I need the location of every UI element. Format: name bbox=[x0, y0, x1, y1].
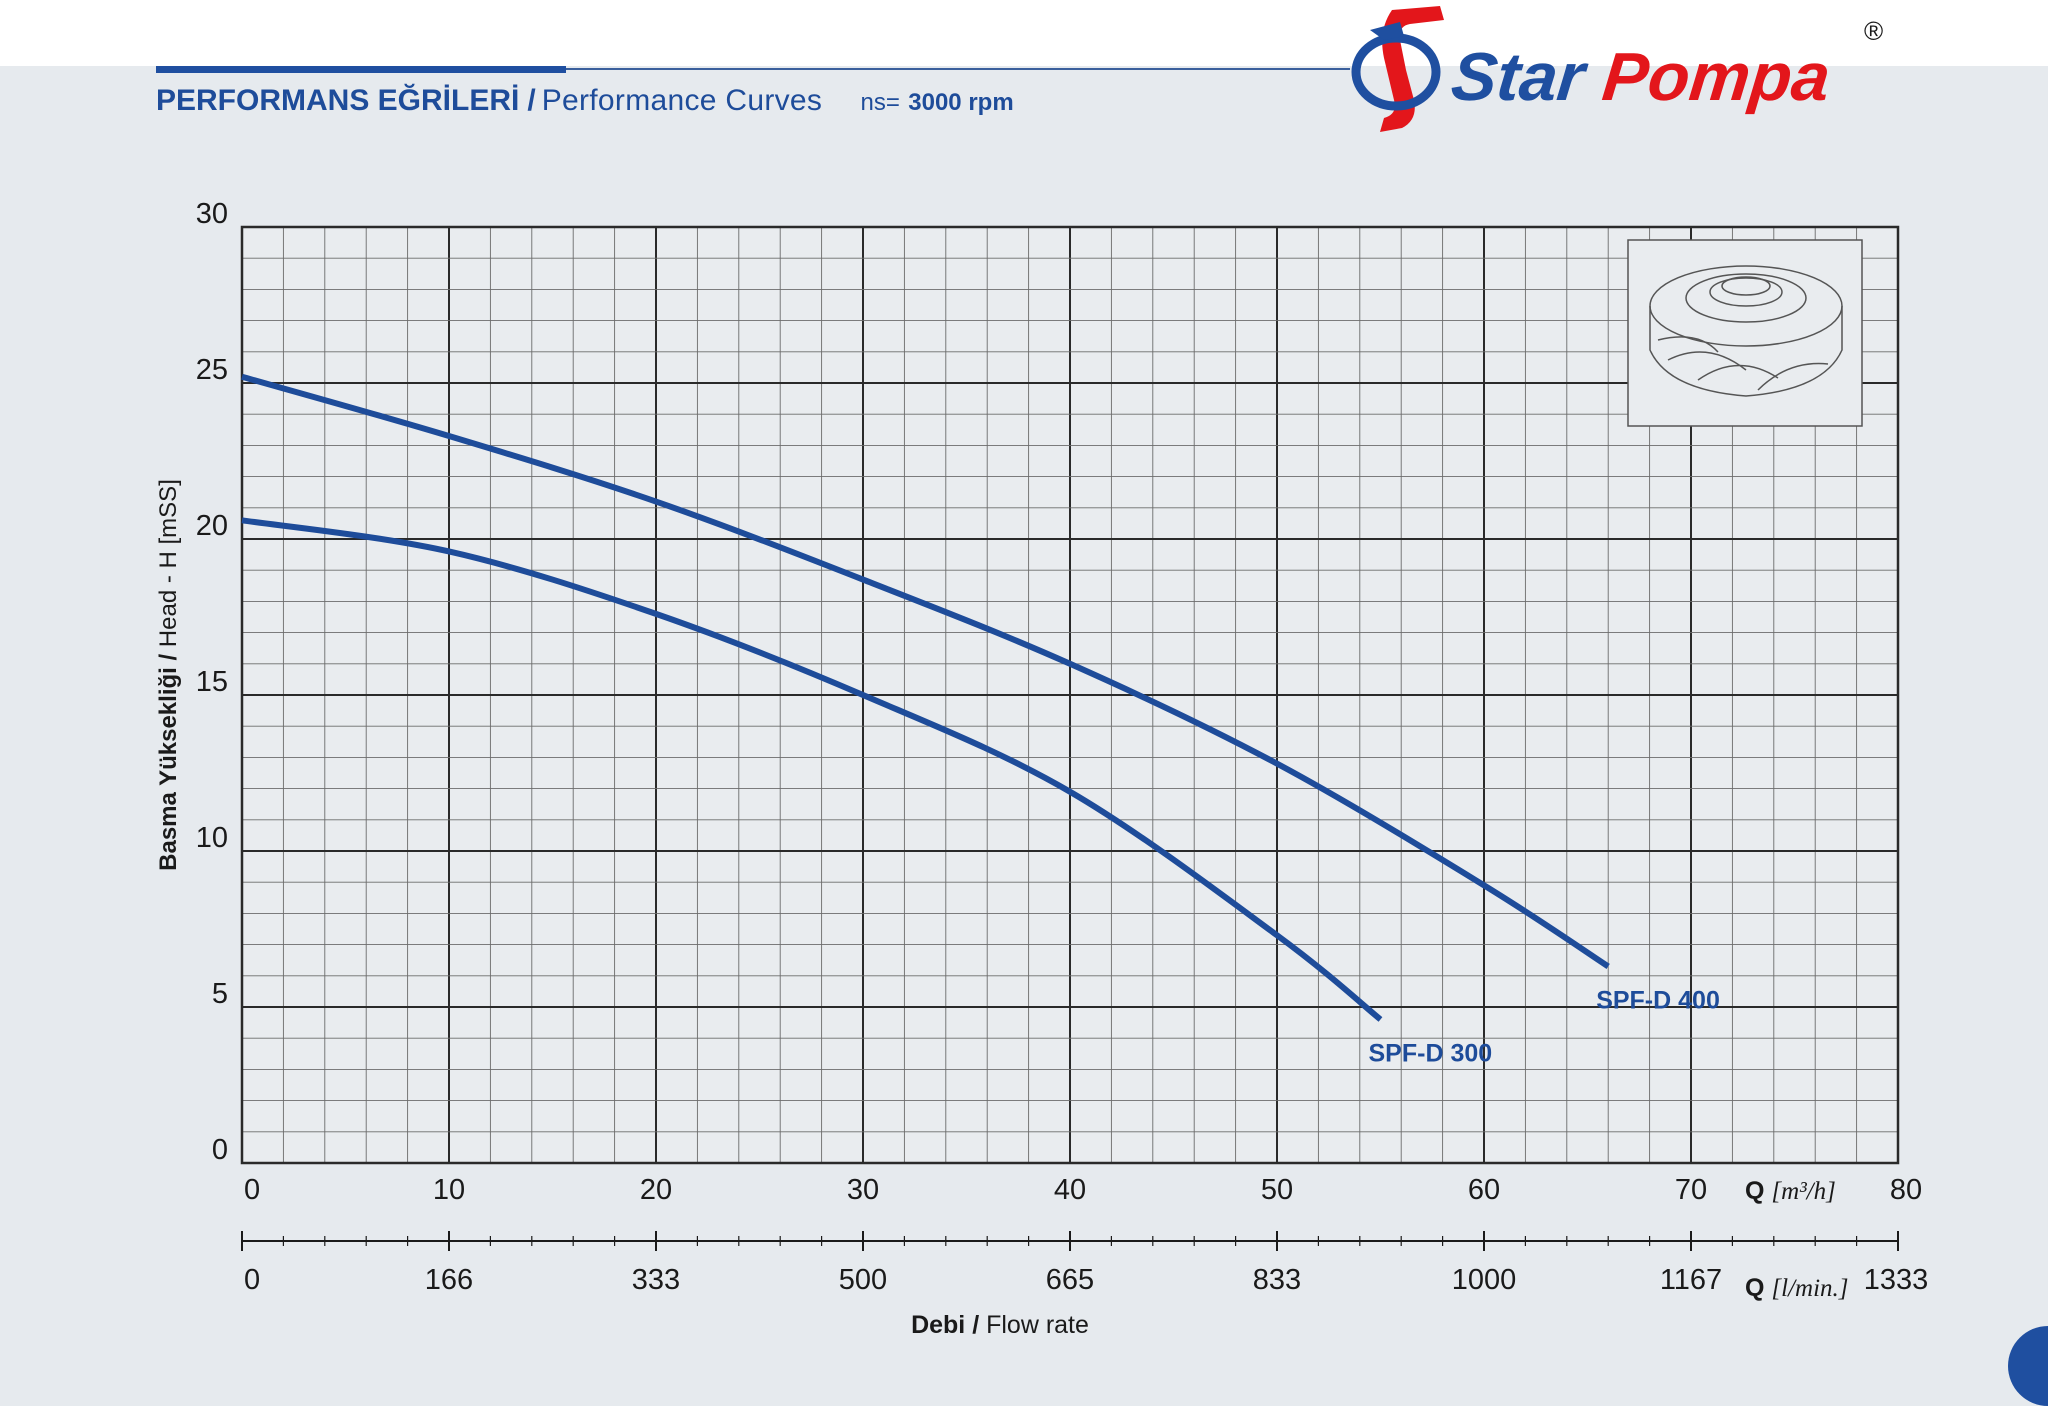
x-tick-label: 10 bbox=[433, 1174, 465, 1206]
x2-tick-label: 665 bbox=[1046, 1264, 1094, 1296]
title-turkish: PERFORMANS EĞRİLERİ bbox=[156, 84, 520, 117]
series-line-spf-d-300 bbox=[241, 517, 1383, 1022]
star-pompa-logo: Star Pompa ® bbox=[1351, 6, 1883, 132]
logo-wordmark: Star Pompa bbox=[1448, 39, 1834, 115]
x-axis-title: Debi / Flow rate bbox=[911, 1311, 1089, 1339]
x2-tick-label: 1333 bbox=[1864, 1264, 1929, 1296]
x-tick-label: 20 bbox=[640, 1174, 672, 1206]
x-tick-label: 40 bbox=[1054, 1174, 1086, 1206]
x2-tick-label: 1000 bbox=[1452, 1264, 1517, 1296]
series-label: SPF-D 300 bbox=[1369, 1039, 1493, 1067]
series-line-spf-d-400 bbox=[241, 373, 1610, 969]
x-tick-label: 80 bbox=[1890, 1174, 1922, 1206]
series-label: SPF-D 400 bbox=[1596, 986, 1720, 1014]
header-band bbox=[0, 0, 2048, 66]
speed-value: 3000 rpm bbox=[908, 89, 1014, 116]
x2-tick-label: 1167 bbox=[1660, 1264, 1722, 1296]
impeller-image bbox=[1627, 239, 1863, 427]
y-tick-label: 10 bbox=[196, 822, 228, 854]
x-tick-label: 60 bbox=[1468, 1174, 1500, 1206]
x-tick-label: 0 bbox=[244, 1174, 260, 1206]
x2-tick-label: 500 bbox=[839, 1264, 887, 1296]
title-separator: / bbox=[527, 84, 536, 117]
logo-s-icon bbox=[1351, 6, 1444, 132]
y-tick-label: 5 bbox=[212, 978, 228, 1010]
title-accent-line bbox=[156, 66, 566, 73]
logo-registered-mark: ® bbox=[1864, 16, 1883, 46]
x-tick-label: 70 bbox=[1675, 1174, 1707, 1206]
y-axis-title: Basma Yüksekliği / Head - H [mSS] bbox=[155, 479, 182, 871]
impeller-drawing bbox=[1649, 265, 1843, 397]
plot-frame bbox=[240, 225, 1900, 1165]
performance-chart: 0 5 10 15 20 25 30 0 10 20 30 40 50 60 70 80 Q [m³/h] 0 16… bbox=[155, 198, 1928, 1339]
y-tick-label: 15 bbox=[196, 666, 228, 698]
impeller-frame bbox=[1627, 239, 1863, 427]
y-tick-label: 25 bbox=[196, 354, 228, 386]
x2-tick-label: 333 bbox=[632, 1264, 680, 1296]
speed-label: ns= bbox=[860, 89, 900, 116]
x-unit-label-m3h: Q [m³/h] bbox=[1745, 1177, 1836, 1205]
title-divider-line bbox=[566, 68, 1350, 70]
x2-tick-label: 0 bbox=[244, 1264, 260, 1296]
y-tick-label: 30 bbox=[196, 198, 228, 230]
title-english: Performance Curves bbox=[541, 84, 823, 117]
x-unit-label-lmin: Q [l/min.] bbox=[1745, 1274, 1849, 1302]
x2-tick-label: 166 bbox=[425, 1264, 473, 1296]
chart-grid bbox=[240, 225, 1900, 1165]
x-tick-label: 50 bbox=[1261, 1174, 1293, 1206]
x2-tick-label: 833 bbox=[1253, 1264, 1301, 1296]
page-title: PERFORMANS EĞRİLERİ / Performance Curves n… bbox=[156, 84, 1014, 118]
chart-labels: 0 5 10 15 20 25 30 0 10 20 30 40 50 60 70 80 Q [m³/h] 0 16… bbox=[155, 198, 1928, 1339]
y-tick-label: 0 bbox=[212, 1134, 228, 1166]
x-tick-label: 30 bbox=[847, 1174, 879, 1206]
chart-curves bbox=[241, 373, 1610, 1022]
y-tick-label: 20 bbox=[196, 510, 228, 542]
